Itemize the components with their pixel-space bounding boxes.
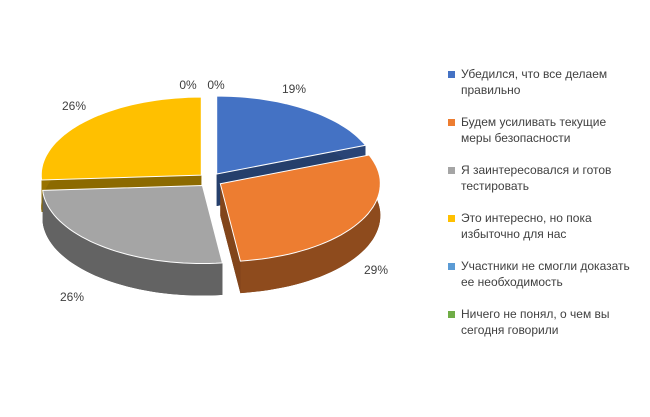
slice-side bbox=[42, 190, 223, 296]
legend-item: Убедился, что все делаем правильно bbox=[448, 66, 638, 114]
legend-item: Ничего не понял, о чем вы сегодня говори… bbox=[448, 306, 638, 354]
legend-item: Участники не смогли доказать ее необходи… bbox=[448, 258, 638, 306]
data-label: 29% bbox=[364, 263, 388, 277]
slice-side bbox=[240, 155, 381, 294]
legend-item: Я заинтересовался и готов тестировать bbox=[448, 162, 638, 210]
data-label: 19% bbox=[282, 82, 306, 96]
legend-label: Участники не смогли доказать ее необходи… bbox=[461, 259, 630, 289]
legend-label: Я заинтересовался и готов тестировать bbox=[461, 163, 612, 193]
data-label: 26% bbox=[60, 290, 84, 304]
slice bbox=[40, 96, 202, 181]
legend-item: Будем усиливать текущие меры безопасност… bbox=[448, 114, 638, 162]
legend-label: Ничего не понял, о чем вы сегодня говори… bbox=[461, 307, 610, 337]
data-label: 26% bbox=[62, 99, 86, 113]
slice bbox=[219, 154, 381, 262]
legend-swatch bbox=[448, 71, 455, 78]
legend-label: Это интересно, но пока избыточно для нас bbox=[461, 211, 592, 241]
legend: Убедился, что все делаем правильно Будем … bbox=[448, 66, 638, 354]
slice bbox=[42, 184, 224, 264]
legend-item: Это интересно, но пока избыточно для нас bbox=[448, 210, 638, 258]
legend-swatch bbox=[448, 167, 455, 174]
legend-swatch bbox=[448, 119, 455, 126]
legend-swatch bbox=[448, 311, 455, 318]
legend-swatch bbox=[448, 263, 455, 270]
legend-label: Убедился, что все делаем правильно bbox=[461, 67, 608, 97]
data-label: 0% bbox=[179, 78, 197, 92]
legend-label: Будем усиливать текущие меры безопасност… bbox=[461, 115, 607, 145]
slice bbox=[216, 95, 367, 175]
slice-side bbox=[220, 183, 241, 294]
legend-swatch bbox=[448, 215, 455, 222]
data-label: 0% bbox=[207, 78, 225, 92]
